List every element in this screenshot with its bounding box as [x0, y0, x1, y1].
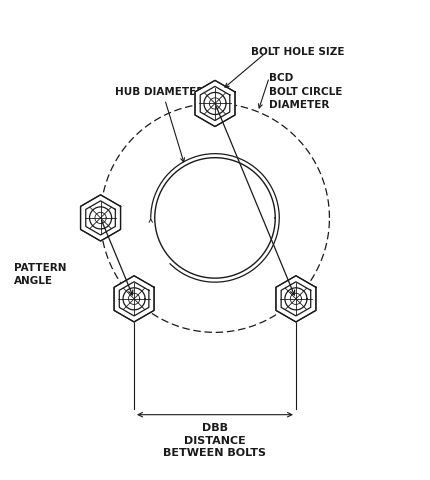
Text: BCD
BOLT CIRCLE
DIAMETER: BCD BOLT CIRCLE DIAMETER: [269, 73, 343, 110]
Polygon shape: [114, 276, 154, 322]
Polygon shape: [195, 80, 235, 127]
Text: DBB
DISTANCE
BETWEEN BOLTS: DBB DISTANCE BETWEEN BOLTS: [163, 423, 267, 458]
Polygon shape: [80, 195, 120, 241]
Text: HUB DIAMETER: HUB DIAMETER: [115, 87, 204, 97]
Text: BOLT HOLE SIZE: BOLT HOLE SIZE: [251, 47, 344, 57]
Polygon shape: [155, 157, 275, 278]
Text: PATTERN
ANGLE: PATTERN ANGLE: [14, 263, 67, 286]
Polygon shape: [276, 276, 316, 322]
